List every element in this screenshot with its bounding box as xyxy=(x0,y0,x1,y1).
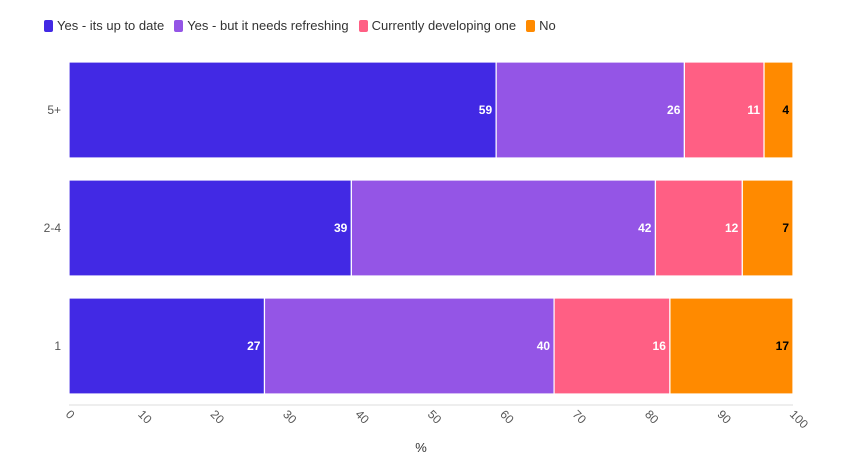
value-label-1-series-1: 40 xyxy=(537,339,551,353)
x-tick-label-0: 0 xyxy=(63,407,78,422)
bar-5+-series-0 xyxy=(68,61,497,159)
x-tick-label-2: 20 xyxy=(208,407,228,427)
x-tick-label-10: 100 xyxy=(787,407,811,431)
value-label-5+-series-2: 11 xyxy=(747,103,760,117)
bar-2-4-series-1 xyxy=(350,179,657,277)
legend: Yes - its up to date Yes - but it needs r… xyxy=(44,18,556,33)
value-label-1-series-0: 27 xyxy=(247,339,261,353)
x-tick-label-4: 40 xyxy=(352,407,372,427)
legend-swatch-2 xyxy=(358,19,368,32)
category-label-1: 2-4 xyxy=(44,221,62,235)
bar-5+-series-3 xyxy=(763,61,794,159)
value-label-2-4-series-2: 12 xyxy=(725,221,739,235)
value-label-1-series-2: 16 xyxy=(653,339,667,353)
x-tick-label-8: 80 xyxy=(642,407,662,427)
legend-item-1: Yes - but it needs refreshing xyxy=(174,18,349,33)
legend-swatch-1 xyxy=(174,19,184,32)
category-label-2: 1 xyxy=(54,339,61,353)
value-label-5+-series-1: 26 xyxy=(667,103,681,117)
legend-swatch-3 xyxy=(526,19,536,32)
bar-5+-series-1 xyxy=(495,61,686,159)
bar-5+-series-2 xyxy=(683,61,765,159)
bar-1-series-3 xyxy=(669,297,794,395)
bar-2-4-series-3 xyxy=(741,179,794,277)
legend-item-3: No xyxy=(526,18,556,33)
value-label-5+-series-0: 59 xyxy=(479,103,493,117)
value-label-2-4-series-0: 39 xyxy=(334,221,348,235)
x-tick-label-5: 50 xyxy=(425,407,445,427)
x-tick-label-7: 70 xyxy=(570,407,590,427)
x-axis-title: % xyxy=(415,440,427,455)
legend-label-0: Yes - its up to date xyxy=(57,18,165,33)
legend-label-3: No xyxy=(539,18,556,33)
legend-item-2: Currently developing one xyxy=(358,18,517,33)
value-label-1-series-3: 17 xyxy=(776,339,790,353)
x-tick-label-3: 30 xyxy=(280,407,300,427)
bar-2-4-series-0 xyxy=(68,179,352,277)
x-tick-label-6: 60 xyxy=(497,407,517,427)
legend-swatch-0 xyxy=(44,19,53,32)
x-tick-label-9: 90 xyxy=(714,407,734,427)
bar-1-series-0 xyxy=(68,297,266,395)
value-label-2-4-series-1: 42 xyxy=(638,221,652,235)
value-label-5+-series-3: 4 xyxy=(782,103,789,117)
value-label-2-4-series-3: 7 xyxy=(782,221,789,235)
legend-label-2: Currently developing one xyxy=(371,18,517,33)
legend-label-1: Yes - but it needs refreshing xyxy=(187,18,349,33)
legend-item-0: Yes - its up to date xyxy=(44,18,164,33)
x-tick-label-1: 10 xyxy=(135,407,155,427)
bar-1-series-1 xyxy=(263,297,555,395)
category-label-0: 5+ xyxy=(47,103,61,117)
